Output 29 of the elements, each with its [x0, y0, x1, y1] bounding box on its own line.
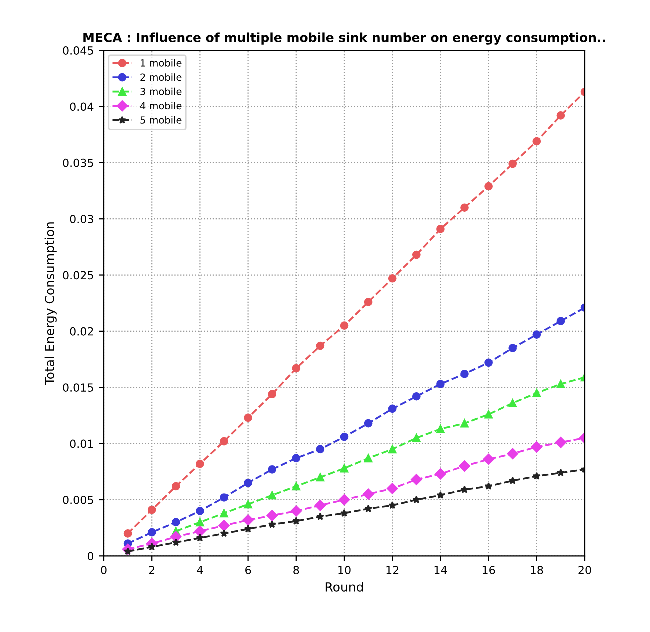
- x-tick-label: 4: [197, 566, 204, 574]
- legend-label: 5 mobile: [140, 116, 182, 124]
- y-tick-label: 0.035: [63, 158, 94, 168]
- legend-label: 3 mobile: [140, 88, 182, 96]
- y-tick-label: 0.04: [70, 102, 94, 112]
- legend-label: 2 mobile: [140, 74, 182, 82]
- x-tick-label: 12: [386, 566, 399, 574]
- y-axis-title: Total Energy Consumption: [44, 222, 57, 386]
- y-tick-label: 0.045: [63, 46, 94, 55]
- x-tick-label: 0: [101, 566, 107, 574]
- x-tick-label: 2: [149, 566, 155, 574]
- x-tick-label: 14: [434, 566, 448, 574]
- x-tick-label: 8: [294, 566, 300, 574]
- y-tick-label: 0.005: [63, 496, 94, 504]
- y-tick-label: 0.02: [70, 327, 94, 336]
- x-tick-label: 6: [246, 566, 252, 574]
- y-tick-label: 0.025: [63, 271, 94, 280]
- x-tick-label: 16: [482, 566, 496, 574]
- y-tick-label: 0.03: [70, 215, 94, 224]
- y-tick-label: 0.015: [63, 384, 94, 392]
- y-tick-label: 0: [88, 552, 94, 561]
- x-axis-title: Round: [326, 582, 364, 592]
- chart-title: MECA : Influence of multiple mobile sink number on energy consumption..: [84, 32, 606, 45]
- x-tick-label: 10: [338, 566, 351, 574]
- legend-label: 4 mobile: [140, 102, 182, 110]
- y-tick-label: 0.01: [70, 440, 94, 448]
- x-tick-label: 20: [578, 566, 592, 574]
- legend-label: 1 mobile: [141, 59, 182, 67]
- x-tick-label: 18: [531, 566, 544, 574]
